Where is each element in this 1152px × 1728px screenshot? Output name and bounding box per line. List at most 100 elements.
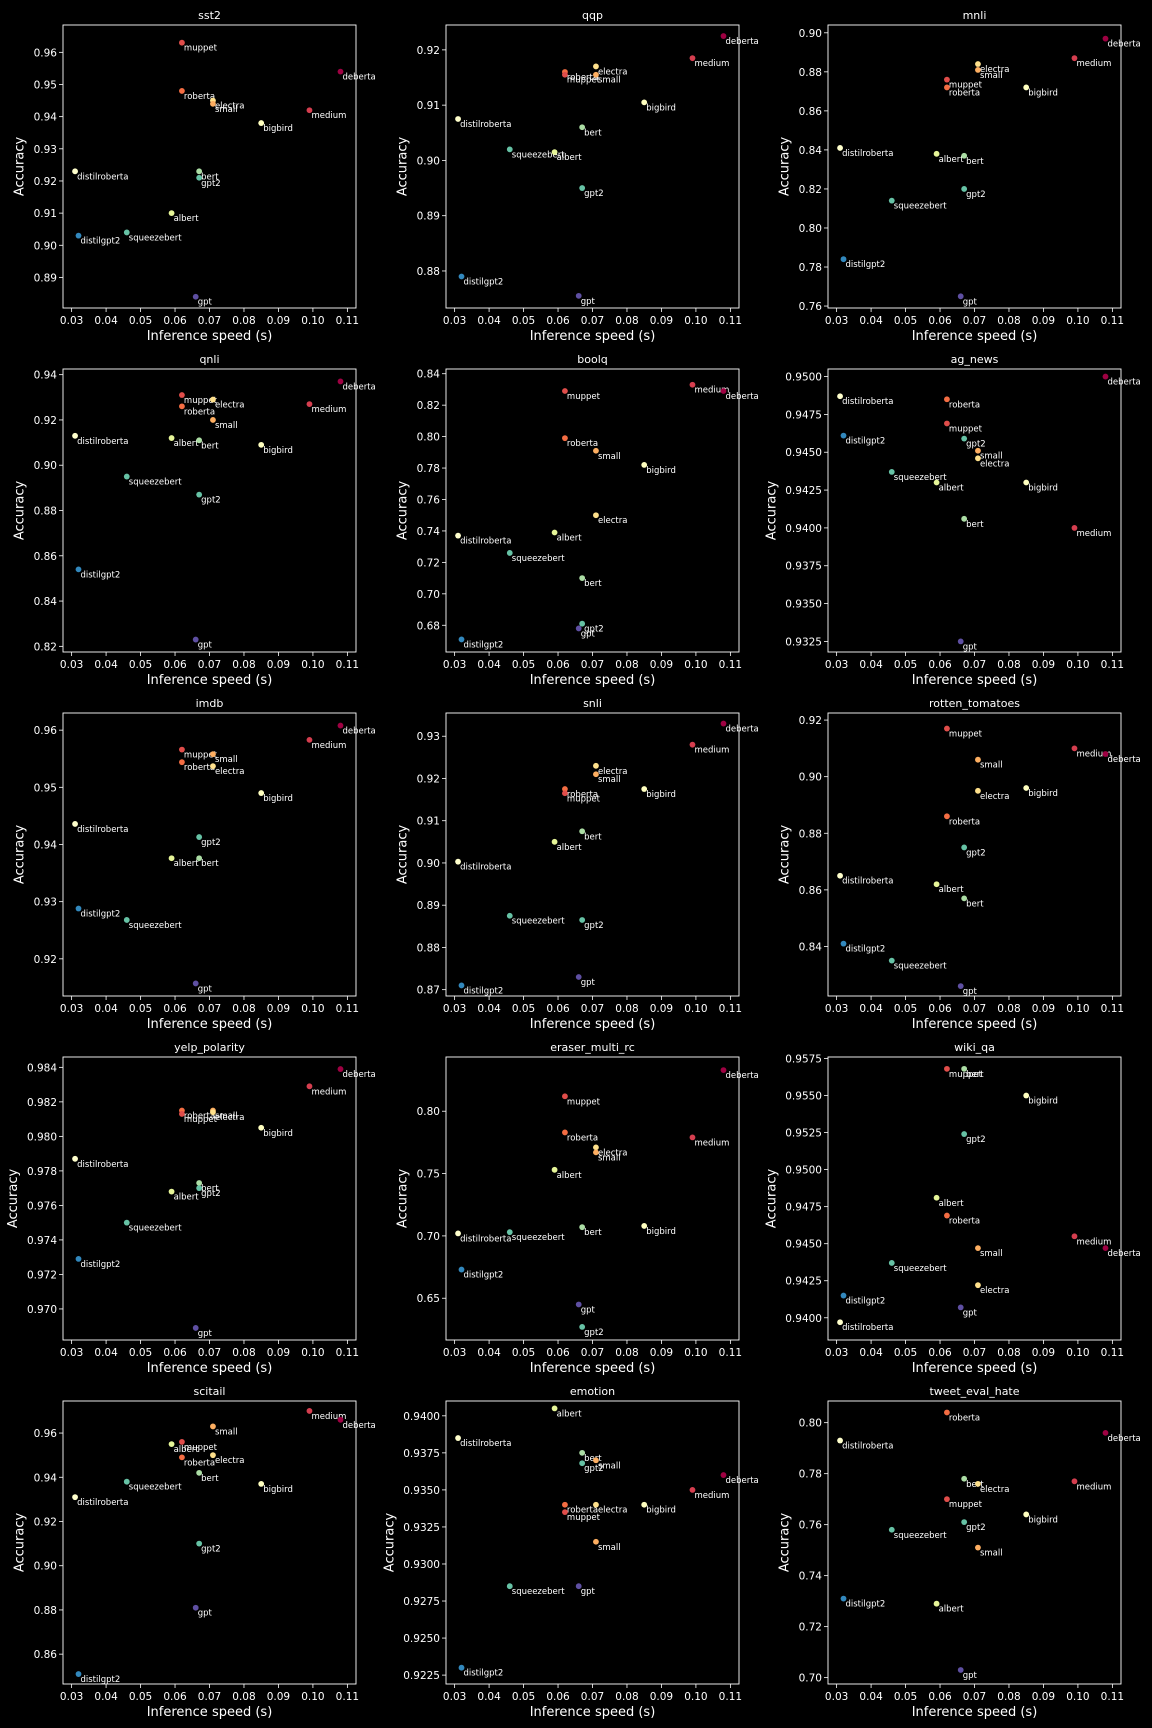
data-point-gpt [575, 974, 582, 980]
data-point-bert [579, 1224, 586, 1231]
point-label-distilgpt2: distilgpt2 [81, 1260, 121, 1270]
data-point-roberta [179, 403, 185, 410]
point-label-small: small [215, 1111, 238, 1121]
point-label-squeezebert: squeezebert [512, 1587, 565, 1597]
point-label-gpt: gpt [581, 297, 596, 307]
y-tick-label: 0.84 [799, 145, 823, 157]
data-point-small [593, 1149, 599, 1156]
data-point-gpt2 [579, 620, 586, 627]
x-tick-label: 0.09 [267, 315, 290, 327]
y-tick-label: 0.82 [34, 641, 57, 653]
y-tick-label: 0.9325 [403, 1522, 440, 1534]
data-point-gpt [192, 1325, 199, 1331]
data-point-deberta [337, 378, 344, 385]
point-label-roberta: roberta [184, 1458, 215, 1468]
plot-title: scitail [193, 1385, 225, 1398]
data-point-gpt2 [961, 186, 968, 192]
point-label-squeezebert: squeezebert [512, 554, 565, 564]
point-label-distilgpt2: distilgpt2 [846, 1297, 886, 1307]
x-tick-label: 0.10 [1066, 1691, 1089, 1703]
data-point-gpt [575, 625, 582, 632]
x-axis-label: Inference speed (s) [530, 1705, 656, 1720]
point-label-distilgpt2: distilgpt2 [81, 237, 121, 247]
point-label-albert: albert [174, 1193, 200, 1203]
data-point-squeezebert [506, 1583, 513, 1590]
point-label-gpt2: gpt2 [966, 190, 986, 200]
data-point-roberta [944, 396, 950, 403]
point-label-distilgpt2: distilgpt2 [464, 640, 504, 650]
data-point-distilgpt2 [75, 905, 82, 912]
data-point-electra [975, 455, 981, 462]
point-label-electra: electra [980, 459, 1010, 469]
y-axis-label: Accuracy [777, 825, 792, 885]
data-point-deberta [337, 722, 344, 729]
point-label-squeezebert: squeezebert [129, 921, 182, 931]
data-point-muppet [562, 790, 568, 797]
data-point-gpt [957, 983, 964, 989]
point-label-distilroberta: distilroberta [460, 1439, 511, 1449]
plot-title: wiki_qa [954, 1041, 995, 1054]
point-label-gpt2: gpt2 [201, 838, 221, 848]
data-point-roberta [179, 1454, 185, 1461]
data-point-albert [933, 150, 940, 157]
x-tick-label: 0.06 [928, 659, 952, 671]
y-tick-label: 0.87 [417, 985, 440, 997]
x-tick-label: 0.11 [719, 315, 742, 327]
data-point-albert [168, 1441, 175, 1448]
data-point-medium [689, 381, 696, 388]
x-tick-label: 0.08 [615, 1347, 638, 1359]
x-tick-label: 0.10 [301, 659, 324, 671]
data-point-gpt2 [579, 1460, 586, 1467]
point-label-medium: medium [1076, 1237, 1111, 1247]
point-label-bigbird: bigbird [1028, 1515, 1058, 1525]
data-point-gpt [575, 292, 582, 299]
data-point-deberta [337, 68, 344, 75]
point-label-small: small [598, 1461, 621, 1471]
x-tick-label: 0.07 [198, 659, 221, 671]
y-tick-label: 0.94 [34, 112, 58, 124]
y-tick-label: 0.75 [417, 1169, 440, 1181]
data-point-bert [961, 152, 968, 159]
point-label-small: small [980, 1549, 1003, 1559]
y-tick-label: 0.93 [417, 731, 440, 743]
point-label-distilroberta: distilroberta [460, 863, 511, 873]
x-tick-label: 0.10 [684, 1691, 707, 1703]
x-tick-label: 0.03 [825, 659, 848, 671]
y-tick-label: 0.70 [799, 1673, 822, 1685]
plot-title: qqp [582, 9, 603, 22]
y-tick-label: 0.72 [417, 557, 440, 569]
point-label-gpt2: gpt2 [966, 1523, 986, 1533]
data-point-medium [306, 1408, 313, 1414]
x-tick-label: 0.05 [129, 1003, 152, 1015]
data-point-electra [593, 1501, 599, 1508]
point-label-small: small [598, 452, 621, 462]
data-point-gpt2 [196, 174, 203, 181]
data-point-gpt2 [196, 834, 203, 840]
x-tick-label: 0.07 [963, 315, 986, 327]
x-tick-label: 0.06 [928, 1003, 952, 1015]
y-tick-label: 0.980 [27, 1131, 57, 1143]
y-tick-label: 0.70 [417, 589, 440, 601]
x-tick-label: 0.03 [60, 659, 83, 671]
data-point-muppet [944, 76, 950, 83]
point-label-electra: electra [980, 1286, 1010, 1296]
y-tick-label: 0.974 [27, 1235, 57, 1247]
y-tick-label: 0.9250 [403, 1633, 440, 1645]
data-point-deberta [1102, 35, 1109, 42]
point-label-medium: medium [311, 111, 346, 121]
y-tick-label: 0.96 [34, 1428, 58, 1440]
point-label-distilgpt2: distilgpt2 [81, 1675, 121, 1685]
point-label-deberta: deberta [1107, 378, 1140, 388]
subplot-rotten-tomatoes: rotten_tomatoes 0.03 0.04 0.05 0.06 0.07 0.08 0… [777, 697, 1140, 1032]
point-label-bigbird: bigbird [263, 446, 293, 456]
y-axis-label: Accuracy [765, 1169, 780, 1229]
point-label-albert: albert [557, 843, 583, 853]
y-tick-label: 0.970 [27, 1304, 57, 1316]
data-point-electra [975, 787, 981, 794]
subplot-qqp: qqp 0.03 0.04 0.05 0.06 0.07 0.08 0.09 0.10 0.11 0… [395, 9, 758, 344]
data-point-distilroberta [455, 858, 461, 865]
y-tick-label: 0.9500 [785, 372, 822, 384]
point-label-bigbird: bigbird [1028, 88, 1058, 98]
point-label-distilroberta: distilroberta [77, 825, 128, 835]
point-label-electra: electra [215, 1456, 245, 1466]
